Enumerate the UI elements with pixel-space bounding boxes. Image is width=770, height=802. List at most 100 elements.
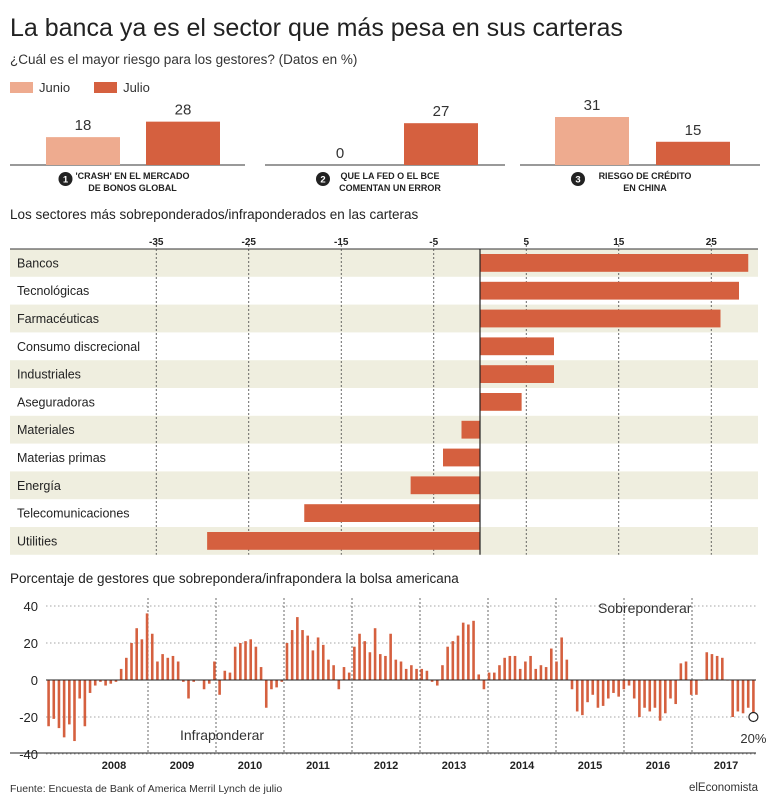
sector-label: Utilities <box>17 534 57 548</box>
equity-x-tick-label: 2014 <box>510 760 535 772</box>
sector-tick-label: -35 <box>149 237 164 248</box>
equity-bar <box>689 680 693 695</box>
equity-x-tick-label: 2015 <box>578 760 602 772</box>
sectors-chart-title: Los sectores más sobreponderados/infrapo… <box>10 207 419 222</box>
equity-bar <box>119 668 123 680</box>
equity-bar <box>202 680 206 690</box>
equity-bar <box>684 661 688 680</box>
equity-bar <box>239 643 242 680</box>
equity-y-tick-label: -40 <box>19 747 38 762</box>
sector-label: Bancos <box>17 256 59 270</box>
equity-bar <box>695 680 698 695</box>
equity-bar <box>130 643 133 680</box>
equity-bar <box>275 680 278 688</box>
sector-bar <box>480 281 739 300</box>
risk-number: 3 <box>575 175 580 186</box>
equity-bar <box>280 680 284 682</box>
equity-bar <box>601 680 605 706</box>
equity-bar <box>721 657 724 680</box>
equity-bar <box>508 655 512 680</box>
equity-bar <box>285 643 289 680</box>
equity-bar <box>498 665 501 680</box>
sector-bar <box>410 476 480 495</box>
equity-bar <box>264 680 268 708</box>
sector-bar <box>480 337 554 356</box>
equity-bar <box>404 668 408 680</box>
equity-bar <box>156 661 159 680</box>
equity-bar <box>513 655 517 680</box>
equity-bar <box>311 650 315 680</box>
equity-y-tick-label: -20 <box>19 710 38 725</box>
equity-bar <box>347 672 351 680</box>
equity-bar <box>715 655 719 680</box>
equity-bar <box>534 668 538 680</box>
equity-bar <box>549 648 553 680</box>
equity-y-tick-label: 20 <box>24 636 38 651</box>
equity-bar <box>477 674 481 680</box>
equity-bar <box>125 657 128 680</box>
equity-bar <box>192 680 195 682</box>
equity-bar <box>435 680 439 686</box>
equity-bar <box>446 646 449 680</box>
sector-tick-label: -15 <box>334 237 349 248</box>
legend: Junio Julio <box>10 80 174 95</box>
sector-bar <box>461 420 480 439</box>
equity-bar <box>249 639 253 680</box>
sector-label: Tecnológicas <box>17 284 89 298</box>
equity-bar <box>467 624 470 680</box>
equity-bar <box>518 668 522 680</box>
equity-x-tick-label: 2011 <box>306 760 330 772</box>
equity-bar <box>161 654 164 680</box>
equity-bar <box>430 680 434 682</box>
risk-bar-junio <box>555 117 629 165</box>
sector-tick-label: -5 <box>429 237 438 248</box>
equity-bar <box>560 637 563 680</box>
equity-bar <box>337 680 341 690</box>
risk-number: 1 <box>63 175 69 186</box>
equity-bar <box>596 680 600 708</box>
equity-annotation-over: Sobreponderar <box>598 600 692 616</box>
equity-bar <box>73 680 76 742</box>
equity-bar <box>394 659 398 680</box>
page-title: La banca ya es el sector que más pesa en… <box>10 14 623 42</box>
equity-bar <box>187 680 190 699</box>
equity-bar <box>622 680 626 690</box>
equity-bar <box>301 630 304 680</box>
risk-label: EN CHINA <box>623 183 667 193</box>
equity-bar <box>503 657 506 680</box>
equity-bar <box>415 668 418 680</box>
equity-bar <box>617 680 620 697</box>
equity-bar <box>653 680 657 708</box>
equity-bar <box>321 644 325 680</box>
equity-bar <box>228 672 232 680</box>
equity-bar <box>746 680 750 708</box>
equity-bar <box>591 680 595 695</box>
equity-x-tick-label: 2010 <box>238 760 262 772</box>
equity-bar <box>575 680 579 712</box>
equity-bar <box>643 680 646 708</box>
sector-label: Industriales <box>17 368 81 382</box>
sectors-bar-chart: -35 -25 -15 -5 5 15 25 Bancos Tecnológicas Farmac… <box>10 237 758 555</box>
risk-bar-junio <box>46 137 120 165</box>
risk-number-badge <box>316 172 330 186</box>
equity-bar <box>104 680 107 686</box>
legend-label-junio: Junio <box>39 80 71 95</box>
equity-bar <box>456 635 460 680</box>
risk-bar-julio <box>656 141 730 165</box>
equity-bar <box>565 659 569 680</box>
equity-bar <box>176 661 180 680</box>
sector-label: Telecomunicaciones <box>17 507 130 521</box>
equity-bar <box>150 633 154 680</box>
equity-bar <box>731 680 734 717</box>
sector-row-band <box>10 360 758 388</box>
equity-x-tick-label: 2008 <box>102 760 126 772</box>
sector-tick-label: 15 <box>613 237 625 248</box>
equity-bar <box>57 680 61 729</box>
risk-data-label: 18 <box>75 117 92 134</box>
risk-bar-chart: 18 28 1 'CRASH' EN EL MERCADO DE BONOS GLOBA… <box>10 97 760 193</box>
legend-swatch-junio <box>10 82 33 93</box>
equity-bar <box>296 617 299 680</box>
equity-bar <box>669 680 672 699</box>
equity-bar <box>109 680 113 684</box>
brand-logo: elEconomista <box>688 782 758 794</box>
